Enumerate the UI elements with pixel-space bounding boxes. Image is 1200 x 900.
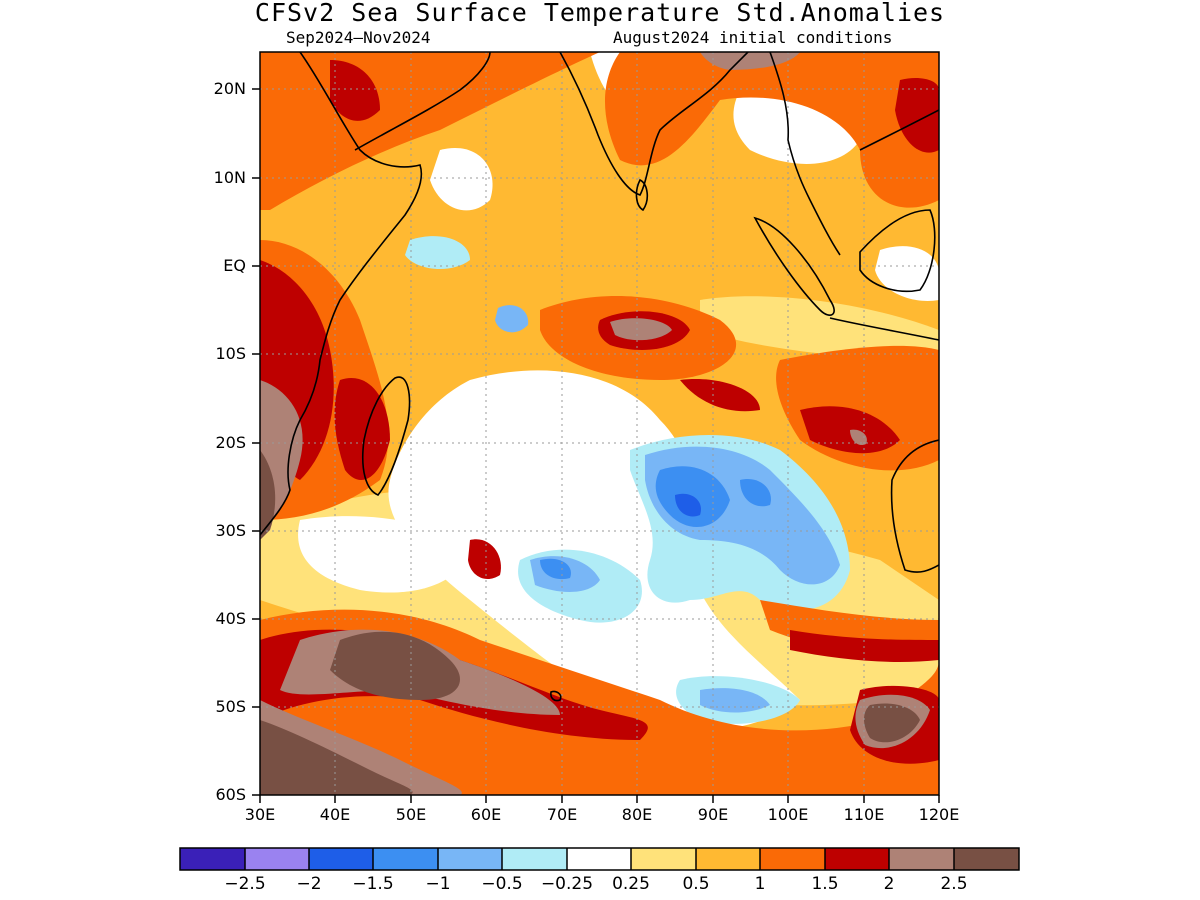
anomaly-cool-mid-south xyxy=(700,688,770,713)
colorbar-label-neg0p5: −0.5 xyxy=(481,874,523,894)
lat-label-20s: 20S xyxy=(215,433,246,452)
colorbar-label-0p5: 0.5 xyxy=(682,874,710,894)
anomaly-neutral-arabian xyxy=(430,148,493,211)
lon-label-60e: 60E xyxy=(470,805,502,824)
lon-label-30e: 30E xyxy=(244,805,276,824)
anomaly-pale-sumatra xyxy=(700,296,939,360)
coast-africa xyxy=(260,52,423,536)
anomaly-max-africa xyxy=(260,450,276,540)
map-title: CFSv2 Sea Surface Temperature Std.Anomal… xyxy=(254,0,946,27)
initial-conditions: August2024 initial conditions xyxy=(613,28,893,47)
lon-label-40e: 40E xyxy=(319,805,351,824)
lat-label-20n: 20N xyxy=(213,79,246,98)
colorbar-swatch-13 xyxy=(954,848,1019,870)
colorbar-swatch-1 xyxy=(180,848,245,870)
colorbar-swatch-4 xyxy=(373,848,438,870)
anomaly-field xyxy=(260,52,939,795)
anomaly-neutral-andaman xyxy=(733,90,860,164)
axis-ticks xyxy=(252,88,940,803)
lon-label-100e: 100E xyxy=(767,805,809,824)
anomaly-hot-redsea xyxy=(330,60,380,121)
anomaly-max-southwest xyxy=(260,720,413,795)
colorbar-swatch-5 xyxy=(438,848,502,870)
map-frame xyxy=(259,51,940,796)
colorbar-label-neg2: −2 xyxy=(296,874,322,894)
lat-label-40s: 40S xyxy=(215,609,246,628)
colorbar-swatch-7 xyxy=(567,848,631,870)
anomaly-hot-east xyxy=(800,406,900,454)
anomaly-cool-equator xyxy=(495,305,529,333)
lat-label-10n: 10N xyxy=(213,168,246,187)
colorbar-swatch-8 xyxy=(631,848,696,870)
coast-borneo xyxy=(859,209,936,293)
anomaly-extreme-bay xyxy=(700,52,800,70)
anomaly-cool-core xyxy=(675,493,701,517)
coast-kerguelen xyxy=(550,690,562,702)
colorbar-label-2: 2 xyxy=(883,874,895,894)
colorbar-label-neg2p5: −2.5 xyxy=(224,874,266,894)
coast-sumatra xyxy=(753,216,835,316)
colorbar-label-1: 1 xyxy=(754,874,766,894)
lon-label-50e: 50E xyxy=(395,805,427,824)
coast-indochina xyxy=(769,52,841,256)
lat-label-50s: 50S xyxy=(215,697,246,716)
lon-label-80e: 80E xyxy=(621,805,653,824)
anomaly-cool-strong-3 xyxy=(540,558,571,580)
lon-label-70e: 70E xyxy=(546,805,578,824)
colorbar-swatch-9 xyxy=(696,848,760,870)
anomaly-cool-strong-2 xyxy=(740,479,771,507)
anomaly-hot-60e xyxy=(468,539,501,580)
anomaly-hot-40s xyxy=(790,630,939,662)
forecast-period: Sep2024–Nov2024 xyxy=(286,28,431,47)
colorbar-swatch-10 xyxy=(760,848,825,870)
anomaly-neutral-west xyxy=(298,516,470,593)
lat-label-30s: 30S xyxy=(215,521,246,540)
anomaly-neutral-central xyxy=(388,370,800,731)
coast-srilanka xyxy=(635,178,649,212)
colorbar-label-neg1: −1 xyxy=(425,874,451,894)
anomaly-max-southeast xyxy=(864,703,920,743)
coast-india xyxy=(559,52,749,196)
colorbar-label-2p5: 2.5 xyxy=(940,874,968,894)
anomaly-warm-bay xyxy=(605,52,939,208)
colorbar-label-neg1p5: −1.5 xyxy=(352,874,394,894)
coast-java xyxy=(829,317,939,341)
coastlines xyxy=(260,52,939,702)
colorbar-swatch-11 xyxy=(825,848,889,870)
colorbar-swatch-6 xyxy=(502,848,567,870)
coast-china xyxy=(859,109,939,151)
anomaly-hot-scs xyxy=(895,78,939,153)
lat-label-eq: EQ xyxy=(223,256,246,275)
anomaly-max-south xyxy=(330,631,460,700)
lon-label-110e: 110E xyxy=(843,805,885,824)
anomaly-extreme-central xyxy=(610,318,672,341)
colorbar-swatch-2 xyxy=(245,848,309,870)
colorbar-swatch-3 xyxy=(309,848,373,870)
anomaly-hot-central-2 xyxy=(680,379,760,412)
lat-label-60s: 60S xyxy=(215,785,246,804)
anomaly-cool-patch-north xyxy=(405,236,470,270)
anomaly-neutral-borneo xyxy=(875,246,939,301)
coast-australia xyxy=(890,439,939,573)
coast-madagascar xyxy=(361,376,411,496)
lon-label-120e: 120E xyxy=(918,805,960,824)
colorbar-label-0p25: 0.25 xyxy=(612,874,650,894)
graticule xyxy=(260,52,939,795)
lat-label-10s: 10S xyxy=(215,344,246,363)
colorbar-label-1p5: 1.5 xyxy=(811,874,839,894)
anomaly-extreme-east xyxy=(850,429,867,446)
lon-label-90e: 90E xyxy=(697,805,729,824)
colorbar-label-neg0p25: −0.25 xyxy=(540,874,594,894)
colorbar-swatch-12 xyxy=(889,848,954,870)
colorbar xyxy=(179,847,1020,871)
coast-arabia xyxy=(354,52,491,151)
